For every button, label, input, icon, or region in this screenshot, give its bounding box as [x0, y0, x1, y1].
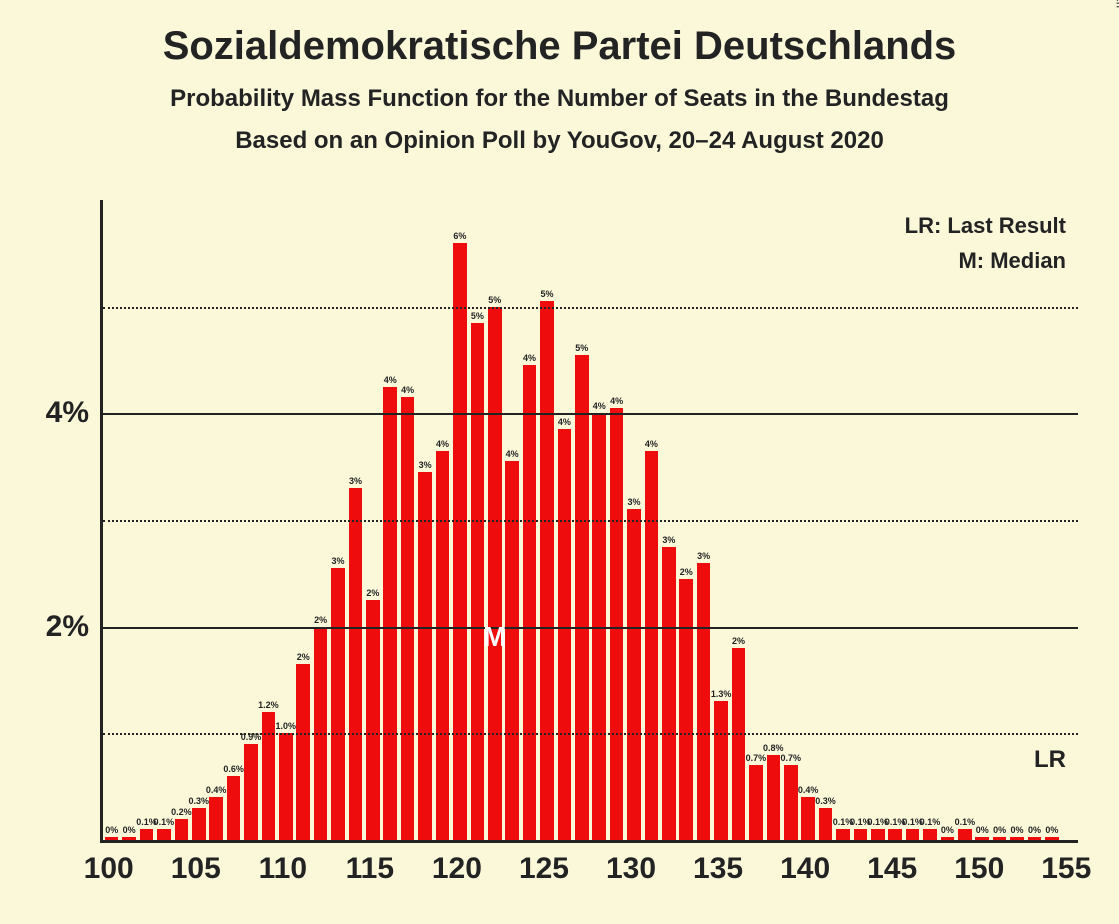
bar: [105, 837, 119, 840]
x-axis-label: 140: [780, 852, 830, 886]
bar: [1010, 837, 1024, 840]
bar-value-label: 2%: [708, 636, 768, 646]
bar-value-label: 4%: [621, 439, 681, 449]
bar: [993, 837, 1007, 840]
x-axis-label: 105: [171, 852, 221, 886]
x-axis-label: 115: [346, 852, 394, 886]
x-axis-label: 150: [954, 852, 1004, 886]
bar-value-label: 0.8%: [743, 743, 803, 753]
bar: [714, 701, 728, 840]
title-block: Sozialdemokratische Partei Deutschlands …: [0, 18, 1119, 155]
bar: [349, 488, 363, 840]
bar: [610, 408, 624, 840]
x-axis-label: 135: [693, 852, 743, 886]
x-axis-label: 100: [84, 852, 134, 886]
bar-value-label: 5%: [465, 295, 525, 305]
bar: [140, 829, 154, 840]
x-axis-label: 155: [1041, 852, 1091, 886]
bar: [209, 797, 223, 840]
bar: [645, 451, 659, 840]
bar: [697, 563, 711, 840]
chart-plot-area: LR: Last Result M: Median 0%0%0.1%0.1%0.…: [100, 200, 1078, 843]
bar: [1045, 837, 1059, 840]
copyright-text: © 2020 Filip van Laenen: [1113, 0, 1119, 8]
bar: [575, 355, 589, 840]
bar: [662, 547, 676, 840]
bar: [418, 472, 432, 840]
x-axis-label: 125: [519, 852, 569, 886]
bar: [854, 829, 868, 840]
last-result-marker: LR: [1034, 746, 1066, 774]
bar-value-label: 5%: [552, 343, 612, 353]
bar: [279, 733, 293, 840]
bar: [436, 451, 450, 840]
bar: [767, 755, 781, 840]
gridline: [103, 520, 1078, 522]
y-axis-label: 2%: [46, 610, 89, 644]
median-marker: M: [483, 621, 506, 653]
x-axis-label: 110: [259, 852, 307, 886]
chart-page: © 2020 Filip van Laenen Sozialdemokratis…: [0, 0, 1119, 924]
bar: [453, 243, 467, 840]
bar: [627, 509, 641, 840]
bar: [366, 600, 380, 840]
bar-value-label: 0.3%: [796, 796, 856, 806]
bar: [975, 837, 989, 840]
bar-value-label: 3%: [325, 476, 385, 486]
bar: [157, 829, 171, 840]
bar: [888, 829, 902, 840]
bar-value-label: 5%: [517, 289, 577, 299]
x-axis-label: 130: [606, 852, 656, 886]
bar: [836, 829, 850, 840]
bar: [227, 776, 241, 840]
bar: [941, 837, 955, 840]
bar: [523, 365, 537, 840]
bar: [244, 744, 258, 840]
bar-value-label: 3%: [639, 535, 699, 545]
bar-value-label: 0.4%: [778, 785, 838, 795]
bar: [383, 387, 397, 840]
bar-value-label: 6%: [430, 231, 490, 241]
x-axis-label: 145: [867, 852, 917, 886]
chart-subtitle-2: Based on an Opinion Poll by YouGov, 20–2…: [0, 127, 1119, 155]
bar: [540, 301, 554, 840]
bar-value-label: 3%: [674, 551, 734, 561]
bar-value-label: 4%: [360, 375, 420, 385]
gridline: [103, 307, 1078, 309]
bar: [871, 829, 885, 840]
bar: [558, 429, 572, 840]
x-axis-labels: 100105110115120125130135140145150155: [100, 852, 1075, 902]
bar-value-label: 4%: [587, 396, 647, 406]
bar-value-label: 0%: [1022, 825, 1082, 835]
bar-value-label: 0.7%: [761, 753, 821, 763]
bar-value-label: 1.2%: [238, 700, 298, 710]
y-axis-label: 4%: [46, 396, 89, 430]
gridline: [103, 733, 1078, 735]
bar: [331, 568, 345, 840]
bar: [122, 837, 136, 840]
bar: [1028, 837, 1042, 840]
bar: [175, 819, 189, 840]
bar: [749, 765, 763, 840]
x-axis-label: 120: [432, 852, 482, 886]
bar: [679, 579, 693, 840]
bar: [296, 664, 310, 840]
chart-subtitle-1: Probability Mass Function for the Number…: [0, 85, 1119, 113]
bar: [488, 307, 502, 840]
bar: [471, 323, 485, 840]
gridline: [103, 627, 1078, 629]
bar-value-label: 4%: [378, 385, 438, 395]
bar: [505, 461, 519, 840]
gridline: [103, 413, 1078, 415]
bar: [192, 808, 206, 840]
chart-title: Sozialdemokratische Partei Deutschlands: [0, 24, 1119, 69]
